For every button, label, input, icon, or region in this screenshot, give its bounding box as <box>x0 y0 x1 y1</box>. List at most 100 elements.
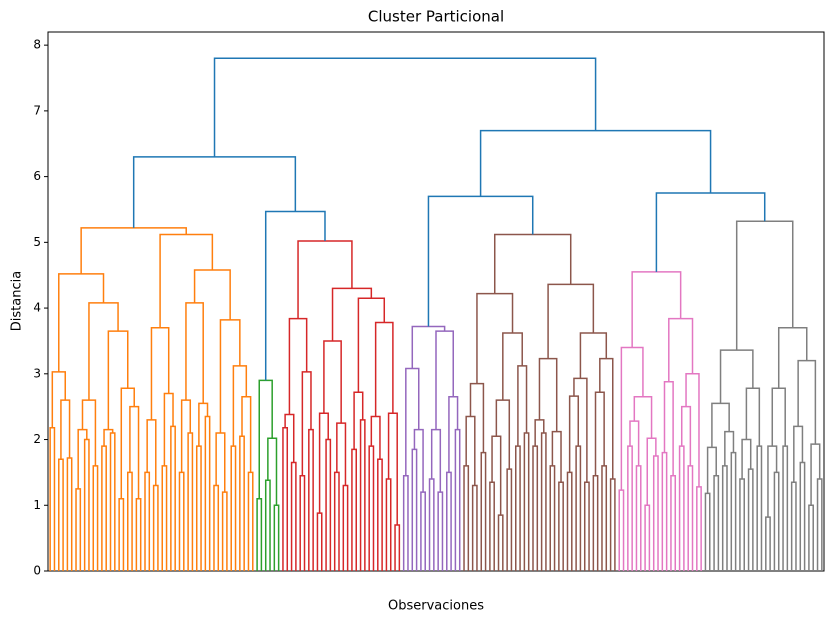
dendrogram-link <box>273 504 280 571</box>
dendrogram-link <box>655 192 766 272</box>
dendrogram-link <box>479 129 712 197</box>
dendrogram-link <box>204 415 211 571</box>
dendrogram-link <box>402 474 409 571</box>
dendrogram-link <box>583 481 590 571</box>
dendrogram-link <box>454 428 461 571</box>
y-tick-label: 4 <box>33 301 41 315</box>
dendrogram-link <box>239 435 245 571</box>
dendrogram-link <box>297 240 353 319</box>
dendrogram-link <box>394 524 401 571</box>
dendrogram-link <box>627 445 633 571</box>
dendrogram-link <box>58 273 105 372</box>
dendrogram-link <box>213 57 597 157</box>
dendrogram-link <box>538 357 558 432</box>
dendrogram-link <box>491 435 502 516</box>
dendrogram-link <box>318 412 329 514</box>
dendrogram-link <box>711 402 730 448</box>
dendrogram-link <box>325 438 332 571</box>
dendrogram-link <box>540 432 547 571</box>
dendrogram-link <box>178 471 185 571</box>
dendrogram-link <box>430 428 442 493</box>
dendrogram-link <box>331 287 373 341</box>
dendrogram-link <box>411 325 446 369</box>
dendrogram-link <box>808 504 814 571</box>
dendrogram-link <box>284 413 295 463</box>
x-axis-label: Observaciones <box>388 599 484 614</box>
dendrogram-link <box>215 432 226 493</box>
y-tick-label: 8 <box>33 38 41 52</box>
dendrogram-link <box>193 269 231 320</box>
dendrogram-link <box>465 415 476 486</box>
dendrogram-link <box>353 391 364 450</box>
y-tick-label: 0 <box>33 564 41 578</box>
dendrogram-link <box>420 491 426 571</box>
dendrogram-link <box>575 445 582 571</box>
dendrogram-link <box>357 297 386 393</box>
dendrogram-link <box>463 465 470 571</box>
dendrogram-link <box>256 497 263 571</box>
dendrogram-link <box>170 425 176 571</box>
dendrogram-link <box>107 330 129 430</box>
dendrogram-link <box>523 432 530 571</box>
dendrogram-link <box>495 399 511 470</box>
dendrogram-link <box>118 497 125 571</box>
dendrogram-link <box>127 471 133 571</box>
dendrogram-link <box>267 437 278 506</box>
dendrogram-link <box>549 465 556 571</box>
dendrogram-link <box>771 387 786 447</box>
dendrogram-link <box>745 387 761 447</box>
dendrogram-link <box>547 283 595 359</box>
chart-title: Cluster Particional <box>368 8 504 26</box>
dendrogram-link <box>724 430 735 466</box>
dendrogram-link <box>213 484 220 571</box>
dendrogram-link <box>685 373 700 487</box>
dendrogram-link <box>797 359 817 445</box>
dendrogram-link <box>793 425 804 483</box>
dendrogram-link <box>230 445 237 571</box>
dendrogram-link <box>428 478 435 571</box>
dendrogram-link <box>704 492 711 571</box>
dendrogram-link <box>288 317 308 415</box>
dendrogram-link <box>579 332 608 379</box>
dendrogram-link <box>719 349 754 404</box>
dendrogram-link <box>232 365 248 447</box>
dendrogram-link <box>299 474 306 571</box>
dendrogram-link <box>333 471 340 571</box>
dendrogram-link <box>469 382 485 453</box>
dendrogram-link <box>144 471 151 571</box>
dendrogram-link <box>609 478 616 571</box>
dendrogram-link <box>316 512 323 571</box>
dendrogram-link <box>152 484 159 571</box>
dendrogram-link <box>448 396 459 473</box>
dendrogram-link <box>767 445 778 518</box>
dendrogram-link <box>323 340 342 424</box>
dendrogram-link <box>58 458 64 571</box>
y-tick-label: 5 <box>33 235 41 249</box>
dendrogram-link <box>517 365 528 447</box>
dendrogram-link <box>60 399 71 460</box>
dendrogram-link <box>629 420 640 466</box>
dendrogram-link <box>132 156 297 228</box>
plot-frame <box>47 31 825 572</box>
dendrogram-link <box>374 321 394 417</box>
dendrogram-link <box>377 458 383 571</box>
dendrogram-link <box>83 438 90 571</box>
dendrogram-link <box>146 419 157 486</box>
dendrogram-link <box>663 380 674 476</box>
dendrogram-link <box>476 292 514 384</box>
dendrogram-link <box>247 471 254 571</box>
dendrogram-link <box>782 445 789 571</box>
y-tick-label: 6 <box>33 169 41 183</box>
dendrogram-link <box>75 488 82 571</box>
dendrogram-link <box>359 419 366 571</box>
dendrogram-link <box>264 479 271 571</box>
dendrogram-link <box>594 391 605 476</box>
dendrogram-link <box>661 451 668 571</box>
dendrogram-link <box>618 489 625 571</box>
dendrogram-link <box>187 432 194 571</box>
dendrogram-link <box>77 428 88 489</box>
dendrogram-link <box>264 210 326 381</box>
dendrogram-link <box>290 461 297 571</box>
dendrogram-link <box>427 195 534 327</box>
